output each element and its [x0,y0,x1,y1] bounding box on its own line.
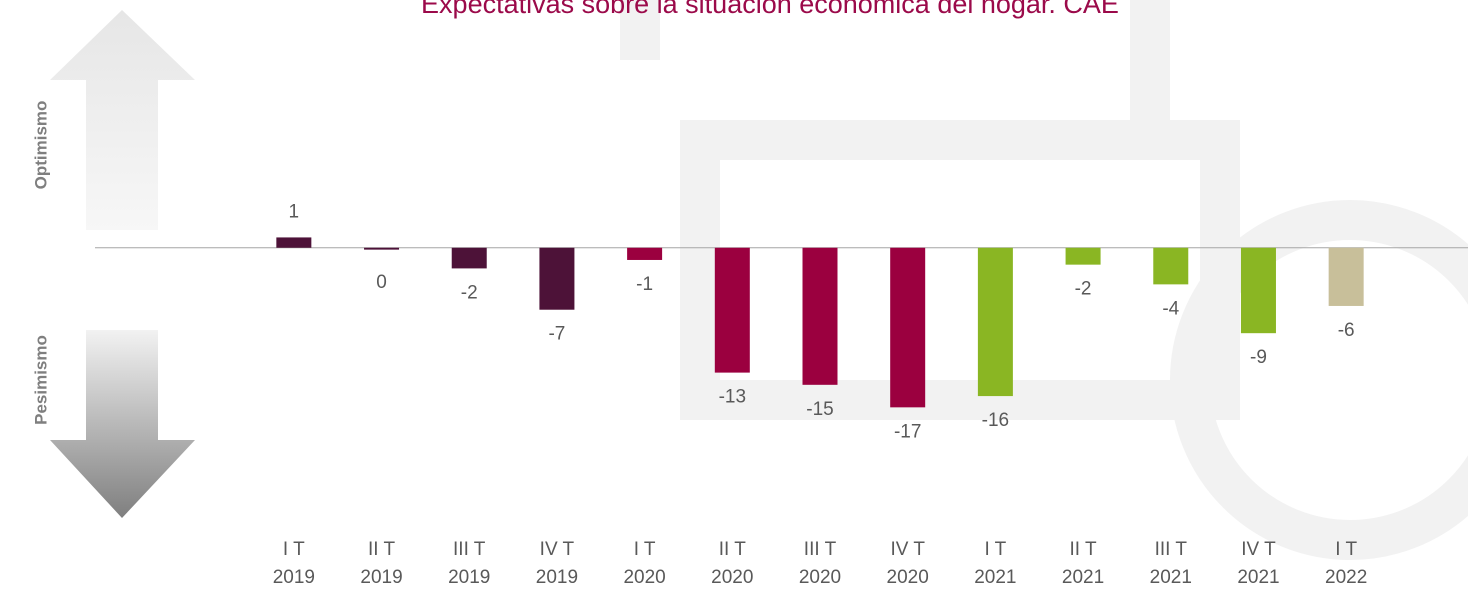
bar [539,247,575,310]
down-arrow [50,330,195,518]
x-tick-label: III T 2021 [1150,539,1192,588]
data-label: -15 [806,399,833,420]
bar [977,247,1013,397]
x-tick-label: II T 2019 [360,539,402,588]
data-label: -13 [719,387,746,408]
bar [1153,247,1189,285]
background-art [620,0,1468,560]
x-tick-label: IV T 2021 [1237,539,1279,588]
x-tick-label: I T 2019 [273,539,315,588]
bar [627,247,663,260]
bar [364,247,400,250]
bar [890,247,926,408]
side-label: Optimismo [31,101,50,190]
bar [714,247,750,373]
chart-title: Expectativas sobre la situación económic… [421,0,1119,19]
data-label: -16 [982,410,1009,431]
x-tick-label: IV T 2019 [536,539,578,588]
data-label: -9 [1250,347,1267,368]
bar [1328,247,1364,306]
data-label: -7 [548,324,565,345]
up-arrow [50,10,195,230]
data-label: 1 [289,201,300,222]
data-label: -1 [636,274,653,295]
x-tick-label: I T 2021 [974,539,1016,588]
data-label: -17 [894,421,921,442]
x-tick-label: III T 2020 [799,539,841,588]
bar [1240,247,1276,334]
side-label: Pesimismo [31,335,50,425]
data-label: -6 [1338,320,1355,341]
bar [276,237,312,248]
x-tick-label: II T 2021 [1062,539,1104,588]
bar [451,247,487,269]
data-label: 0 [376,272,387,293]
data-label: -2 [461,282,478,303]
x-tick-label: IV T 2020 [887,539,929,588]
x-tick-label: I T 2022 [1325,539,1367,588]
data-label: -2 [1075,279,1092,300]
x-tick-label: I T 2020 [623,539,665,588]
bar [1065,247,1101,265]
x-tick-label: II T 2020 [711,539,753,588]
data-label: -4 [1162,298,1179,319]
x-tick-label: III T 2019 [448,539,490,588]
bar [802,247,838,385]
